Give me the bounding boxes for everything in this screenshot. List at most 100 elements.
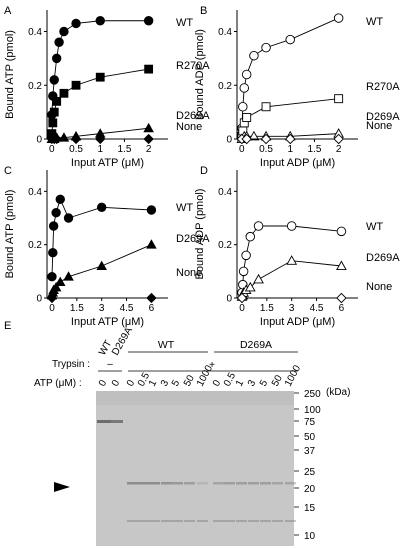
gel-band-small [172, 520, 183, 522]
atp-value-lane: 5 [258, 378, 271, 388]
y-tick-label: 0.2 [28, 240, 42, 251]
data-point-r270a [48, 118, 58, 128]
gel-band-small [149, 520, 160, 522]
series-label-none: None [366, 281, 392, 293]
gel-band-fragment [161, 482, 172, 485]
data-point-wt [96, 202, 107, 213]
x-tick-label: 3 [289, 303, 295, 314]
data-point-none [336, 292, 347, 304]
x-tick-label: 2 [336, 144, 342, 155]
data-point-r270a [144, 64, 154, 74]
atp-value-lane: 5 [170, 378, 183, 388]
data-point-d269a [96, 260, 107, 271]
series-d269a [236, 255, 347, 301]
y-axis-label: Bound ATP (pmol) [4, 30, 16, 119]
trypsin-plus: + [209, 360, 215, 371]
data-point-d269a [50, 281, 62, 292]
series-none [46, 292, 157, 304]
data-point-wt [47, 271, 57, 282]
data-point-d269a [54, 276, 66, 287]
y-tick-label: 0.2 [28, 81, 42, 92]
data-point-wt [146, 205, 157, 215]
y-axis-label: Bound ADP (pmol) [194, 189, 206, 280]
chart-panel-a: A 0 0.5 1 1.5 2 0 0.2 0.4 Input ATP (μM) Bound ATP… [4, 5, 210, 169]
series-label-d269a: D269A [366, 252, 400, 264]
data-point-d269a [244, 281, 256, 292]
gel-band-fragment [184, 482, 195, 485]
data-point-none [146, 292, 157, 304]
gel-band-full-length [97, 420, 111, 423]
kda-marker-label: 250 [304, 389, 321, 400]
data-point-wt [55, 194, 65, 205]
data-point-d269a [146, 239, 157, 249]
atp-value-lane: 0 [125, 378, 138, 388]
series-label-d269a: D269A [176, 110, 210, 122]
panel-letter-a: A [4, 5, 12, 17]
data-point-none [241, 133, 252, 145]
x-tick-label: 6 [339, 303, 345, 314]
data-point-wt [48, 221, 59, 231]
data-point-wt [239, 83, 250, 93]
panel-letter-d: D [200, 165, 208, 177]
lane-header-d269a: D269A [110, 325, 135, 357]
gel-band-fragment [285, 482, 296, 485]
gel-band-small [127, 520, 138, 522]
x-tick-label: 1.5 [307, 144, 321, 155]
group-label-d269a: D269A [240, 339, 272, 351]
data-point-wt [238, 266, 249, 277]
x-tick-label: 4.5 [310, 303, 324, 314]
data-point-r270a [52, 96, 62, 106]
gel-band-small [184, 520, 195, 522]
data-point-wt [253, 221, 264, 231]
y-tick-label: 0.2 [218, 240, 232, 251]
x-tick-label: 0.5 [259, 144, 273, 155]
data-point-r270a [95, 72, 105, 82]
series-wt [47, 194, 157, 282]
data-point-d269a [63, 271, 74, 281]
series-label-wt: WT [366, 221, 383, 233]
atp-value-lane: 1 [147, 378, 160, 388]
x-tick-label: 1.5 [70, 303, 84, 314]
gel-band-fragment [127, 482, 138, 485]
gel-band-fragment [149, 482, 160, 485]
y-tick-label: 0.2 [218, 81, 232, 92]
x-tick-label: 1 [287, 144, 293, 155]
data-point-wt [51, 53, 62, 64]
atp-value-lane: 1000 [283, 363, 303, 388]
atp-label: ATP (μM) : [34, 378, 82, 389]
kda-marker-label: 25 [304, 467, 316, 478]
series-label-wt: WT [176, 202, 193, 214]
x-axis-label: Input ATP (μM) [71, 157, 144, 169]
data-point-wt [71, 18, 81, 29]
atp-value-lane: 3 [159, 378, 172, 388]
data-point-wt [285, 34, 295, 45]
gel-band-small [260, 520, 271, 522]
kda-marker-label: 20 [304, 484, 316, 495]
atp-value-lane: 0 [211, 378, 224, 388]
kda-marker-label: 100 [304, 405, 321, 416]
series-label-d269a: D269A [366, 111, 400, 123]
x-tick-label: 3 [99, 303, 105, 314]
series-d269a [46, 239, 157, 300]
panel-letter-c: C [4, 165, 12, 177]
y-tick-label: 0.4 [218, 187, 232, 198]
data-point-none [70, 133, 82, 145]
x-tick-label: 1.5 [260, 303, 274, 314]
gel-band-small [236, 520, 247, 522]
chart-panel-b: B 0 0.5 1 1.5 2 0 0.2 0.4 Input ADP (μM) Bound ADP… [194, 5, 400, 169]
kda-marker-label: 15 [304, 503, 316, 514]
series-label-none: None [366, 120, 392, 132]
gel-band-small [272, 520, 283, 522]
arrowhead-icon [54, 482, 70, 492]
data-point-d269a [253, 273, 264, 284]
y-tick-label: 0.4 [28, 187, 42, 198]
gel-band-small [224, 520, 235, 522]
y-tick-label: 0.4 [218, 27, 232, 38]
gel-band-small [213, 520, 224, 522]
data-point-wt [249, 50, 259, 61]
trypsin-minus: – [107, 359, 113, 370]
series-label-d269a: D269A [176, 233, 210, 245]
gel-band-fragment [236, 482, 247, 485]
